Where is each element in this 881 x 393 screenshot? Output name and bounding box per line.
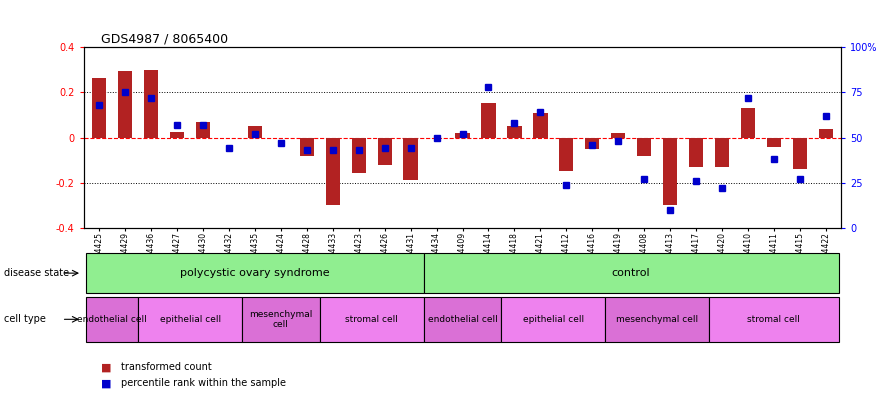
Bar — [559, 138, 574, 171]
Bar — [196, 122, 211, 138]
Bar — [242, 297, 320, 342]
Text: mesenchymal
cell: mesenchymal cell — [249, 310, 313, 329]
Bar — [378, 138, 392, 165]
Bar — [689, 138, 703, 167]
Bar — [793, 138, 807, 169]
Text: ■: ■ — [101, 362, 112, 373]
Text: endothelial cell: endothelial cell — [78, 315, 147, 324]
Bar — [507, 126, 522, 138]
Bar — [611, 133, 626, 138]
Bar — [424, 253, 839, 293]
Text: ■: ■ — [101, 378, 112, 388]
Bar — [533, 113, 547, 138]
Bar — [320, 297, 424, 342]
Text: transformed count: transformed count — [121, 362, 211, 373]
Bar — [818, 129, 833, 138]
Bar — [118, 71, 132, 138]
Bar — [86, 297, 138, 342]
Bar — [709, 297, 839, 342]
Bar — [326, 138, 340, 205]
Bar — [138, 297, 242, 342]
Bar — [403, 138, 418, 180]
Bar — [605, 297, 709, 342]
Bar — [637, 138, 651, 156]
Bar — [86, 253, 424, 293]
Text: epithelial cell: epithelial cell — [159, 315, 220, 324]
Text: mesenchymal cell: mesenchymal cell — [616, 315, 698, 324]
Bar — [766, 138, 781, 147]
Text: disease state: disease state — [4, 268, 70, 278]
Text: GDS4987 / 8065400: GDS4987 / 8065400 — [101, 32, 228, 45]
Text: epithelial cell: epithelial cell — [522, 315, 584, 324]
Bar — [741, 108, 755, 138]
Bar — [248, 126, 262, 138]
Bar — [424, 297, 501, 342]
Bar — [170, 132, 184, 138]
Bar — [144, 70, 159, 138]
Bar — [455, 133, 470, 138]
Bar — [300, 138, 314, 156]
Bar — [585, 138, 599, 149]
Text: stromal cell: stromal cell — [747, 315, 800, 324]
Text: polycystic ovary syndrome: polycystic ovary syndrome — [180, 268, 329, 278]
Bar — [714, 138, 729, 167]
Text: percentile rank within the sample: percentile rank within the sample — [121, 378, 285, 388]
Text: cell type: cell type — [4, 314, 47, 324]
Bar — [352, 138, 366, 173]
Text: stromal cell: stromal cell — [345, 315, 398, 324]
Bar — [481, 103, 496, 138]
Bar — [663, 138, 677, 205]
Text: endothelial cell: endothelial cell — [427, 315, 498, 324]
Bar — [501, 297, 605, 342]
Text: control: control — [612, 268, 650, 278]
Bar — [93, 78, 107, 138]
